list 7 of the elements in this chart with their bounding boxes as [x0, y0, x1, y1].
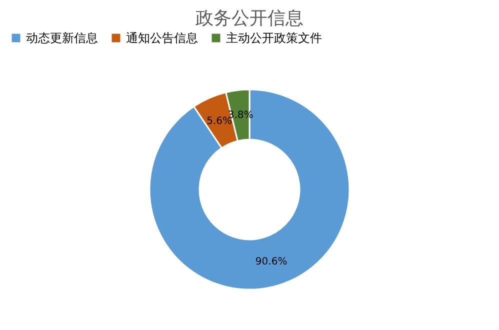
legend-label: 动态更新信息	[26, 31, 98, 45]
legend-label: 主动公开政策文件	[226, 31, 322, 45]
donut-slice	[148, 88, 350, 290]
data-label: 5.6%	[206, 116, 232, 127]
data-label: 90.6%	[255, 256, 288, 268]
legend-label: 通知公告信息	[126, 31, 198, 45]
chart-title: 政务公开信息	[196, 8, 304, 29]
